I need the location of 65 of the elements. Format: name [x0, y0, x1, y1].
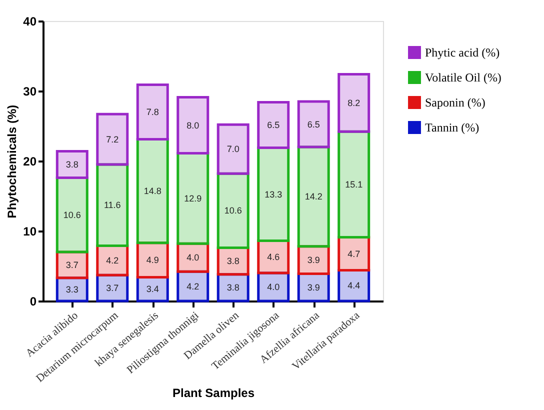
- bar: [216, 123, 250, 175]
- bar: [56, 176, 88, 254]
- bar: [338, 268, 370, 302]
- data-label: 3.9: [307, 255, 320, 266]
- bar: [338, 130, 370, 239]
- bar: [176, 96, 210, 155]
- y-tick-label: 30: [23, 84, 37, 98]
- data-label: 4.0: [267, 282, 280, 292]
- bar: [216, 172, 250, 250]
- y-tick-label: 20: [23, 154, 37, 168]
- data-label: 6.5: [307, 119, 320, 130]
- bar: [136, 83, 169, 141]
- bar: [176, 152, 210, 245]
- bar: [257, 240, 290, 274]
- y-axis-title: Phytochemicals (%): [5, 104, 20, 218]
- data-label: 14.2: [304, 192, 322, 202]
- bar: [176, 270, 210, 302]
- data-label: 4.4: [348, 280, 360, 291]
- bar: [96, 163, 129, 247]
- bar: [257, 100, 290, 149]
- data-label: 3.8: [226, 256, 240, 266]
- data-label: 3.7: [66, 260, 78, 270]
- data-label: 4.2: [106, 255, 119, 266]
- bar: [136, 242, 169, 278]
- data-label: 6.5: [267, 120, 280, 130]
- data-label: 3.4: [146, 284, 159, 294]
- data-label: 3.8: [226, 282, 240, 293]
- bar: [136, 138, 169, 244]
- bar: [96, 112, 129, 166]
- bar: [96, 244, 129, 276]
- data-label: 3.3: [66, 284, 78, 294]
- data-label: 15.1: [345, 179, 363, 190]
- legend-label: Saponin (%): [425, 96, 486, 110]
- data-label: 4.9: [146, 255, 159, 266]
- data-label: 7.2: [106, 134, 119, 144]
- data-label: 14.8: [144, 186, 162, 196]
- data-label: 10.6: [63, 210, 81, 220]
- data-label: 3.9: [307, 282, 320, 292]
- data-label: 10.6: [224, 206, 242, 216]
- data-label: 8.2: [348, 98, 360, 108]
- data-label: 7.8: [146, 107, 159, 117]
- x-axis-title: Plant Samples: [172, 386, 255, 400]
- bar: [338, 236, 370, 272]
- y-tick-label: 10: [23, 224, 37, 238]
- data-label: 3.8: [66, 160, 78, 170]
- data-label: 4.7: [348, 248, 360, 259]
- data-label: 7.0: [226, 144, 240, 154]
- y-tick-label: 40: [23, 14, 37, 28]
- legend-label: Phytic acid (%): [425, 46, 500, 60]
- y-tick-label: 0: [30, 294, 37, 308]
- bar: [338, 72, 370, 133]
- bar: [297, 146, 330, 248]
- data-label: 3.7: [106, 283, 119, 294]
- bar: [297, 100, 330, 148]
- legend-label: Tannin (%): [425, 120, 480, 134]
- data-label: 4.6: [267, 252, 280, 262]
- bar: [257, 146, 290, 242]
- data-label: 4.0: [186, 252, 200, 263]
- data-label: 12.9: [184, 193, 202, 204]
- legend-label: Volatile Oil (%): [425, 70, 502, 84]
- bar: [56, 150, 88, 180]
- data-label: 4.2: [186, 281, 200, 292]
- data-label: 13.3: [264, 189, 282, 200]
- data-label: 8.0: [186, 120, 200, 130]
- data-label: 11.6: [104, 200, 121, 210]
